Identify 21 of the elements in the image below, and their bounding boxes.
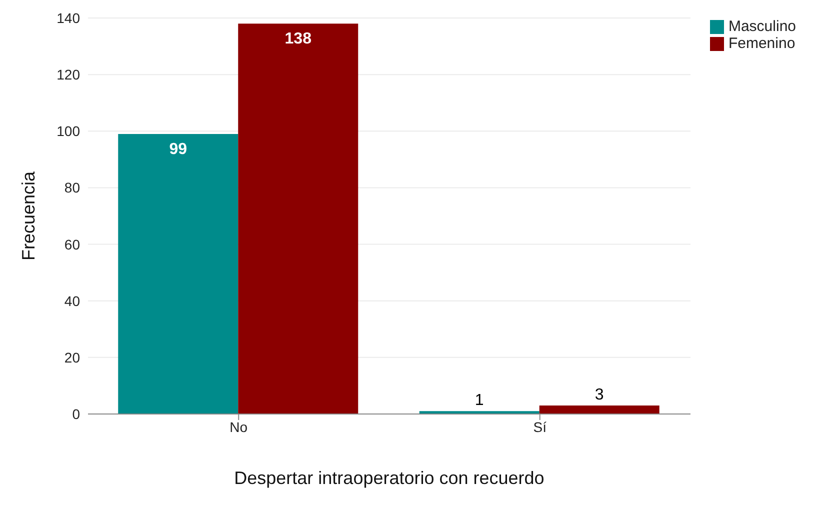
legend-label: Femenino — [728, 35, 796, 52]
bar — [238, 24, 358, 414]
data-label: 99 — [169, 140, 188, 158]
bar — [118, 134, 238, 414]
bar — [539, 406, 660, 414]
y-tick-label: 80 — [64, 180, 80, 196]
y-tick-label: 40 — [64, 292, 80, 309]
y-tick-label: 120 — [56, 66, 80, 83]
data-label: 3 — [594, 386, 604, 404]
x-tick-label: Sí — [533, 418, 547, 435]
y-tick-label: 60 — [64, 236, 80, 252]
y-tick-label: 140 — [56, 10, 80, 26]
x-axis-title: Despertar intraoperatorio con recuerdo — [234, 468, 544, 488]
y-tick-label: 0 — [72, 406, 80, 422]
y-axis-title: Frecuencia — [18, 170, 38, 261]
legend-label: Masculino — [728, 18, 796, 35]
data-label: 1 — [474, 392, 484, 410]
y-tick-label: 100 — [56, 123, 80, 140]
x-tick-label: No — [230, 418, 248, 435]
y-tick-label: 20 — [64, 349, 80, 366]
data-label: 138 — [284, 30, 312, 48]
